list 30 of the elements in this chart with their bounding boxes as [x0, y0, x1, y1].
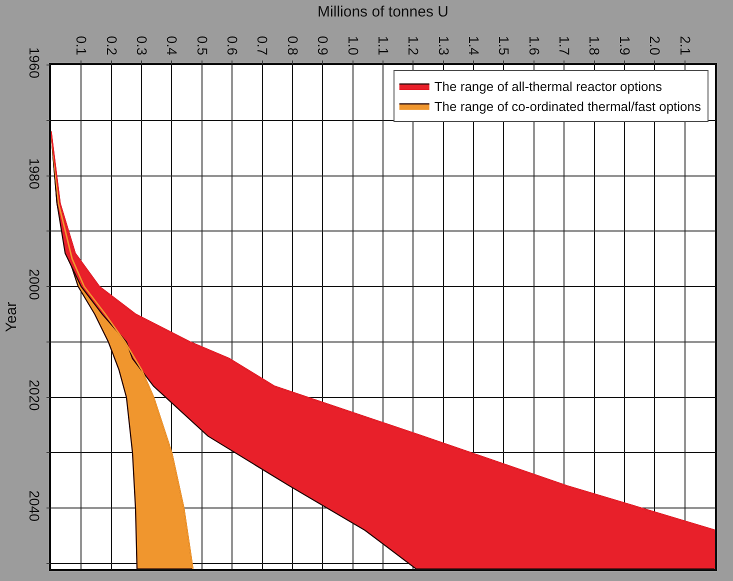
x-tick-label: 1.7 [556, 36, 573, 56]
y-tick-label: 2040 [26, 490, 42, 522]
legend-label: The range of all-thermal reactor options [434, 79, 662, 94]
x-tick-label: 0.7 [254, 36, 271, 56]
x-axis-title: Millions of tonnes U [318, 4, 448, 21]
x-tick-label: 1.0 [345, 36, 362, 56]
x-tick-label: 0.9 [315, 36, 332, 56]
x-tick-label: 2.1 [677, 36, 694, 56]
x-tick-label: 1.3 [436, 36, 452, 56]
legend-label: The range of co-ordinated thermal/fast options [434, 98, 702, 114]
x-tick-label: 1.4 [466, 36, 482, 56]
x-tick-label: 1.2 [406, 36, 422, 56]
x-tick-label: 1.8 [586, 36, 603, 56]
x-tick-label: 1.6 [526, 36, 542, 56]
x-tick-label: 0.4 [164, 36, 180, 56]
x-tick-label: 0.8 [284, 36, 301, 56]
x-tick-label: 0.2 [104, 36, 120, 56]
x-tick-label: 1.9 [616, 36, 633, 56]
x-tick-label: 0.1 [74, 36, 90, 56]
x-tick-label: 2.0 [647, 36, 664, 56]
y-tick-label: 2020 [26, 380, 42, 411]
y-tick-label: 1980 [26, 158, 42, 190]
y-tick-label: 1960 [26, 47, 42, 79]
x-tick-label: 1.1 [375, 36, 392, 56]
x-tick-label: 0.3 [134, 36, 150, 56]
x-tick-label: 0.6 [224, 36, 241, 56]
x-tick-label: 0.5 [194, 36, 210, 56]
x-tick-label: 1.5 [496, 36, 512, 56]
y-tick-label: 2000 [26, 268, 42, 300]
y-axis-title: Year [3, 302, 20, 332]
